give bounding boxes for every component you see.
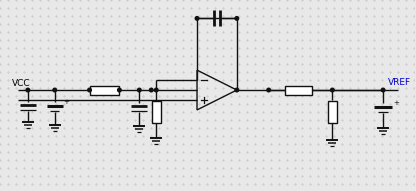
Text: VCC: VCC	[12, 79, 30, 88]
Text: +: +	[393, 100, 399, 106]
Text: +: +	[64, 100, 69, 105]
Circle shape	[267, 88, 270, 92]
Bar	[328, 101, 337, 123]
Circle shape	[138, 88, 141, 92]
Circle shape	[154, 88, 158, 92]
Circle shape	[149, 88, 153, 92]
Circle shape	[235, 17, 239, 20]
Circle shape	[53, 88, 57, 92]
Circle shape	[331, 88, 334, 92]
Circle shape	[26, 88, 30, 92]
Bar	[89, 86, 119, 95]
Text: VREF: VREF	[388, 78, 411, 87]
Bar	[285, 86, 312, 95]
Bar	[152, 101, 161, 123]
Circle shape	[88, 88, 92, 92]
Circle shape	[235, 88, 239, 92]
Circle shape	[118, 88, 121, 92]
Circle shape	[381, 88, 385, 92]
Circle shape	[195, 17, 199, 20]
